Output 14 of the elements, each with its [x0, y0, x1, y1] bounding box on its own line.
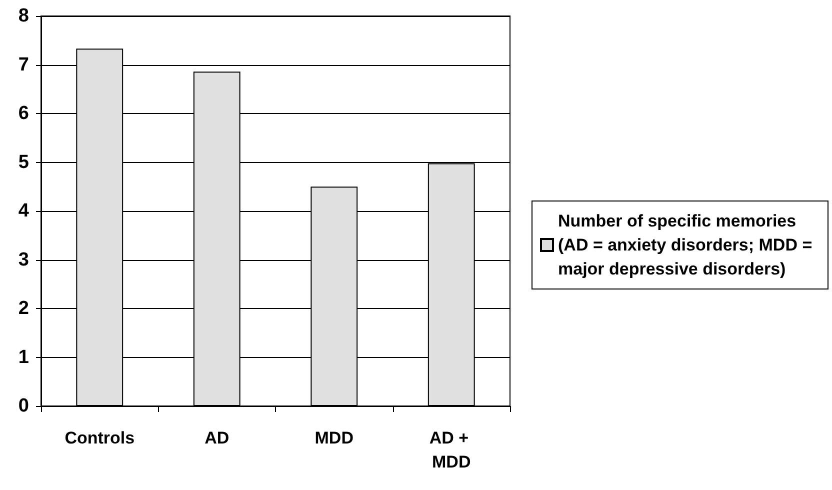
legend-label: Number of specific memories (AD = anxiety disorders; MDD = major depressive disorders) — [558, 212, 817, 278]
y-tick-label: 7 — [18, 54, 29, 76]
y-tick-label: 2 — [18, 298, 29, 319]
y-tick-label: 5 — [18, 152, 30, 173]
y-tick-label: 4 — [18, 200, 30, 222]
y-tick-label: 8 — [18, 6, 29, 26]
x-tick-label: AD + MDD — [429, 428, 474, 472]
y-tick-label: 1 — [18, 346, 30, 368]
y-tick-label: 3 — [18, 249, 29, 270]
x-tick-label: AD — [204, 428, 230, 448]
x-tick-label: MDD — [314, 428, 354, 448]
x-tick-label: Controls — [64, 428, 135, 448]
y-tick-label: 6 — [18, 103, 29, 124]
y-tick-label: 0 — [18, 396, 29, 416]
